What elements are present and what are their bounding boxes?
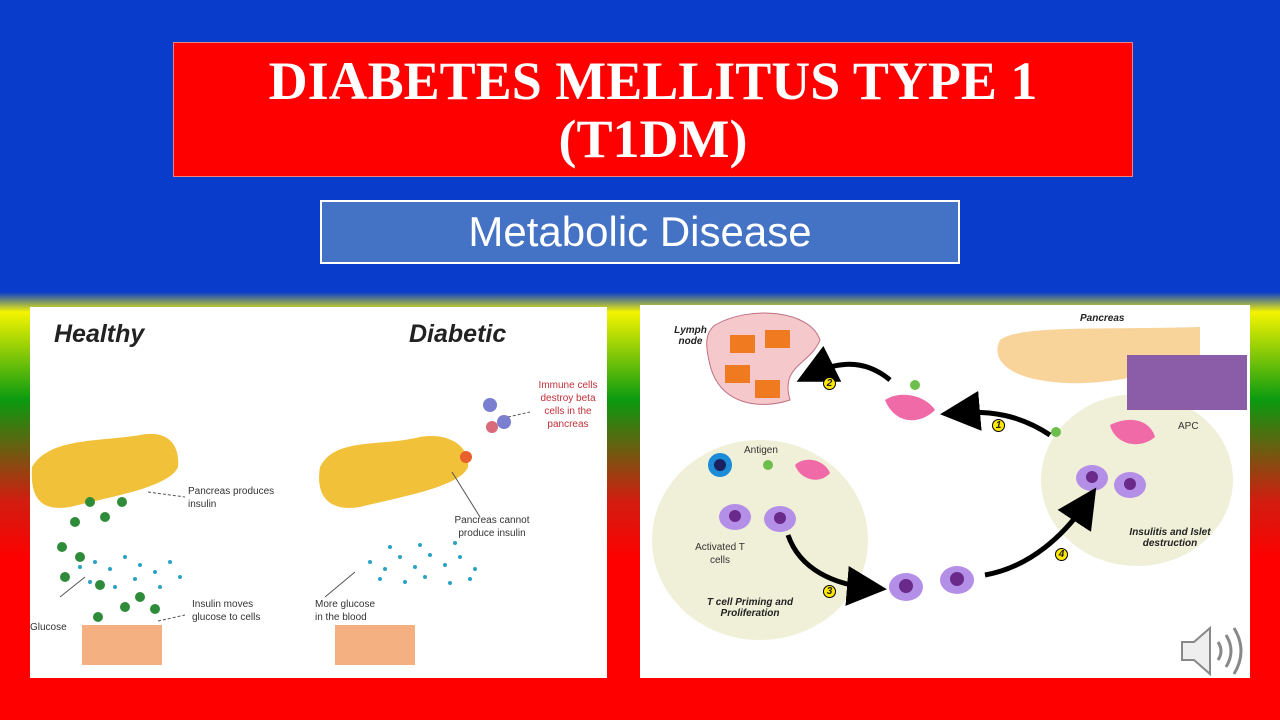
label-immune-cells: Immune cells destroy beta cells in the p… — [538, 380, 598, 430]
diabetic-heading: Diabetic — [409, 320, 507, 348]
label-activated-t-cells: Activated T cells — [695, 542, 745, 566]
label-insulin-moves: Insulin moves glucose to cells — [192, 599, 261, 623]
pathogenesis-illustration — [652, 312, 1247, 640]
label-insulitis: Insulitis and Islet destruction — [1129, 527, 1211, 549]
step-4-badge: 4 — [1055, 548, 1068, 561]
healthy-vs-diabetic-figure: Healthy Diabetic Pancreas produces insul… — [30, 307, 607, 678]
label-pancreas: Pancreas — [1080, 313, 1125, 324]
slide-subtitle: Metabolic Disease — [320, 200, 960, 264]
t1dm-pathogenesis-figure: Lymph node Pancreas Antigen APC Activate… — [640, 305, 1250, 678]
label-t-cell-priming: T cell Priming and Proliferation — [706, 597, 794, 619]
slide-title: DIABETES MELLITUS TYPE 1 (T1DM) — [173, 42, 1133, 177]
step-3-badge: 3 — [823, 585, 836, 598]
speaker-icon[interactable] — [1176, 622, 1252, 680]
label-more-glucose: More glucose in the blood — [315, 599, 376, 623]
title-line-1: DIABETES MELLITUS TYPE 1 — [268, 50, 1038, 111]
healthy-heading: Healthy — [54, 320, 145, 348]
label-apc: APC — [1178, 421, 1199, 432]
title-line-2: (T1DM) — [558, 108, 748, 169]
label-glucose: Glucose — [30, 622, 67, 633]
step-2-badge: 2 — [823, 377, 836, 390]
label-pancreas-cannot: Pancreas cannot produce insulin — [454, 515, 530, 539]
label-antigen: Antigen — [744, 445, 778, 456]
label-lymph-node: Lymph node — [674, 325, 707, 347]
healthy-diabetic-illustration — [31, 398, 531, 665]
label-pancreas-produces: Pancreas produces insulin — [188, 486, 275, 510]
step-1-badge: 1 — [992, 419, 1005, 432]
